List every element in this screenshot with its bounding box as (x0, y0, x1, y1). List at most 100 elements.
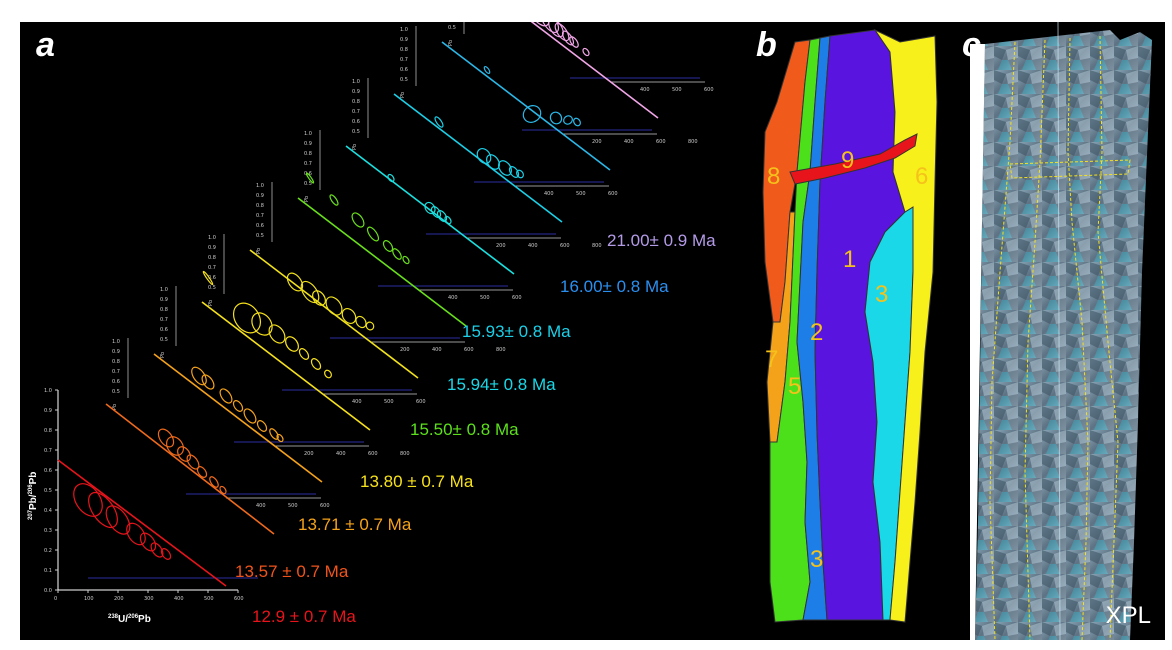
error-ellipse-zone-4 (329, 194, 339, 206)
main-x-tick-label: 200 (114, 596, 124, 602)
small-y-tick-label: 0.5 (112, 389, 120, 395)
error-ellipse-zone-6 (324, 369, 332, 379)
small-y-tick-label: 1.0 (352, 79, 360, 85)
regression-line-zone-4 (297, 197, 467, 327)
small-x-tick-label: 400 (448, 295, 458, 301)
small-y-axis-label: Pb (400, 92, 406, 98)
error-ellipse-zone-2 (516, 169, 524, 179)
panel-a-concordia: 0 100 200 300 400 500 600 0.0 0.1 0.2 0.3 0.4 0.5 0.6… (20, 0, 755, 640)
zone-number-2: 2 (810, 319, 823, 346)
error-ellipse-zone-9 (88, 491, 118, 529)
small-y-tick-label: 0.9 (208, 245, 216, 251)
main-x-tick-label: 100 (84, 596, 94, 602)
small-x-tick-label: 200 (496, 243, 506, 249)
main-y-tick-label: 0.9 (44, 408, 52, 414)
regression-line-zone-7 (153, 353, 323, 483)
main-y-tick-label: 0.5 (44, 488, 52, 494)
age-label-3: 13.80 ± 0.7 Ma (360, 472, 474, 491)
error-ellipse-zone-6 (268, 324, 286, 344)
error-ellipse-zone-7 (191, 366, 207, 386)
small-x-tick-label: 400 (352, 399, 362, 405)
small-x-tick-label: 400 (528, 243, 538, 249)
error-ellipse-zone-7 (256, 420, 268, 432)
small-y-tick-label: 0.6 (160, 327, 168, 333)
regression-line-zone-6 (201, 301, 371, 431)
small-x-tick-label: 400 (544, 191, 554, 197)
error-ellipse-zone-0 (569, 36, 579, 48)
error-ellipse-zone-5 (341, 307, 357, 325)
small-y-tick-label: 0.5 (448, 25, 456, 31)
concordia-plot-zone-5: 0.5 0.6 0.7 0.8 0.9 1.0 Pb 200 400 600 800 (249, 182, 506, 379)
error-ellipse-zone-9 (73, 483, 103, 517)
y-axis-sup-1: 207 (28, 509, 34, 520)
regression-line-zone-1 (441, 41, 611, 171)
small-y-axis-label: Pb (448, 40, 454, 46)
error-ellipse-zone-5 (286, 272, 304, 292)
concordia-plot-zone-8: 0.5 0.6 0.7 0.8 0.9 1.0 Pb 400 500 600 (105, 338, 330, 535)
small-y-tick-label: 0.7 (352, 109, 360, 115)
error-ellipse-zone-0 (554, 22, 570, 42)
small-y-tick-label: 1.0 (160, 287, 168, 293)
error-ellipse-zone-7 (276, 433, 284, 443)
zone-boundaries (989, 35, 1131, 640)
age-label-2: 13.71 ± 0.7 Ma (298, 515, 412, 534)
small-y-tick-label: 0.8 (256, 203, 264, 209)
error-ellipse-zone-6 (232, 302, 262, 334)
main-y-tick-label: 0.8 (44, 428, 52, 434)
small-x-tick-label: 400 (432, 347, 442, 353)
zone-6 (873, 28, 938, 623)
small-y-tick-label: 0.7 (160, 317, 168, 323)
main-x-tick-label: 0 (54, 596, 57, 602)
small-y-tick-label: 0.5 (208, 285, 216, 291)
age-label-4: 15.50± 0.8 Ma (410, 420, 519, 439)
main-y-tick-label: 0.7 (44, 448, 52, 454)
error-ellipse-zone-9 (105, 505, 131, 535)
error-ellipse-zone-2 (498, 160, 512, 176)
error-ellipse-zone-3 (444, 215, 452, 225)
error-ellipse-zone-6 (251, 312, 273, 336)
small-x-tick-label: 500 (288, 503, 298, 509)
main-x-tick-label: 300 (144, 596, 154, 602)
small-x-tick-label: 400 (640, 87, 650, 93)
panel-c-micrograph: XPL (970, 22, 1165, 640)
small-x-tick-label: 600 (704, 87, 714, 93)
small-y-tick-label: 0.5 (304, 181, 312, 187)
small-y-tick-label: 0.8 (400, 47, 408, 53)
small-y-tick-label: 0.6 (112, 379, 120, 385)
error-ellipse-zone-7 (219, 388, 233, 404)
error-ellipse-zone-5 (365, 321, 375, 331)
concordia-plot-zone-9 (57, 459, 258, 587)
small-y-tick-label: 1.0 (400, 27, 408, 33)
small-x-tick-label: 800 (400, 451, 410, 457)
error-ellipse-zone-0 (582, 47, 590, 57)
main-y-tick-label: 0.6 (44, 468, 52, 474)
main-y-tick-label: 1.0 (44, 388, 52, 394)
error-ellipse-zone-4 (392, 248, 402, 260)
main-y-tick-label: 0.1 (44, 568, 52, 574)
concordia-plot-zone-6: 0.5 0.6 0.7 0.8 0.9 1.0 Pb 400 500 600 (201, 234, 426, 431)
error-ellipse-zone-4 (351, 212, 365, 228)
main-x-tick-label: 400 (174, 596, 184, 602)
error-ellipse-zone-1 (563, 115, 573, 125)
small-x-tick-label: 600 (416, 399, 426, 405)
small-x-tick-label: 500 (576, 191, 586, 197)
micrograph-left-margin (970, 44, 985, 640)
small-y-axis-label: Pb (160, 352, 166, 358)
small-x-tick-label: 600 (320, 503, 330, 509)
small-y-tick-label: 0.7 (256, 213, 264, 219)
panel-a-letter: a (36, 26, 55, 64)
error-ellipse-zone-6 (310, 358, 322, 370)
error-ellipse-zone-4 (382, 240, 394, 252)
error-ellipse-zone-2 (508, 166, 520, 178)
error-ellipse-zone-2 (486, 154, 500, 170)
error-ellipse-zone-5 (325, 296, 343, 316)
error-ellipse-zone-3 (430, 206, 442, 218)
zone-number-5: 5 (788, 373, 801, 400)
small-y-tick-label: 0.6 (352, 119, 360, 125)
small-y-tick-label: 1.0 (112, 339, 120, 345)
panel-b-zone-map: 1 2 3 3 5 6 7 8 9 (755, 22, 975, 640)
small-x-tick-label: 600 (512, 295, 522, 301)
regression-line-zone-9 (57, 459, 227, 587)
age-label-8: 21.00± 0.9 Ma (607, 231, 716, 250)
y-axis-main-1: Pb/ (28, 494, 39, 510)
